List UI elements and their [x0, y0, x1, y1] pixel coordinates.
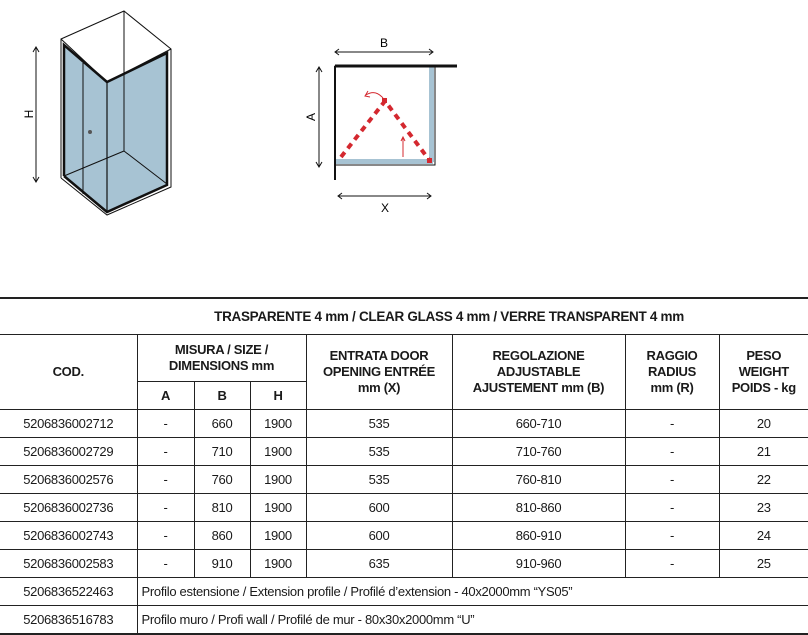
accessory-row: 5206836522463 Profilo estensione / Extens…: [0, 577, 808, 606]
cell-description: Profilo muro / Profi wall / Profilé de m…: [136, 605, 808, 635]
cell-a: -: [136, 549, 195, 578]
cell-raggio: -: [624, 521, 720, 550]
shower-enclosure-drawing: H: [22, 10, 172, 216]
cell-h: 1900: [249, 549, 307, 578]
cell-h: 1900: [249, 437, 307, 466]
cell-cod: 5206836002736: [0, 493, 138, 522]
header-cod: COD.: [0, 334, 138, 410]
cell-b: 760: [193, 465, 251, 494]
cell-a: -: [136, 521, 195, 550]
cell-raggio: -: [624, 437, 720, 466]
table-row: 5206836002712-660 1900 535 660-710-20: [0, 409, 808, 438]
cell-regolazione: 860-910: [451, 521, 626, 550]
cell-cod: 5206836002583: [0, 549, 138, 578]
cell-a: -: [136, 437, 195, 466]
table-row: 5206836002743-860 1900 600 860-910-24: [0, 521, 808, 550]
table-row: 5206836002576-760 1900 535 760-810-22: [0, 465, 808, 494]
cell-regolazione: 760-810: [451, 465, 626, 494]
cell-cod: 5206836522463: [0, 577, 138, 606]
handle-icon: [88, 130, 92, 134]
cell-peso: 24: [718, 521, 808, 550]
cell-raggio: -: [624, 465, 720, 494]
plan-view-drawing: B A X: [304, 36, 457, 215]
cell-b: 710: [193, 437, 251, 466]
cell-cod: 5206836002712: [0, 409, 138, 438]
cell-h: 1900: [249, 493, 307, 522]
cell-cod: 5206836002729: [0, 437, 138, 466]
rotation-arrow-icon: [365, 92, 384, 99]
cell-peso: 25: [718, 549, 808, 578]
cell-peso: 22: [718, 465, 808, 494]
cell-entrata: 535: [305, 437, 453, 466]
dimension-label-x: X: [381, 201, 389, 215]
cell-entrata: 535: [305, 409, 453, 438]
table-row: 5206836002736-810 1900 600 810-860-23: [0, 493, 808, 522]
cell-b: 810: [193, 493, 251, 522]
cell-entrata: 535: [305, 465, 453, 494]
accessory-row: 5206836516783 Profilo muro / Profi wall /…: [0, 605, 808, 635]
table-row: 5206836002583-910 1900 635 910-960-25: [0, 549, 808, 578]
cell-raggio: -: [624, 409, 720, 438]
cell-raggio: -: [624, 493, 720, 522]
cell-b: 860: [193, 521, 251, 550]
header-a: A: [137, 381, 195, 410]
door-swing-path: [339, 97, 432, 163]
dimension-label-b: B: [380, 36, 388, 50]
header-entrata: ENTRATA DOOR OPENING ENTRÉE mm (X): [305, 334, 453, 410]
cell-a: -: [136, 465, 195, 494]
cell-cod: 5206836516783: [0, 605, 138, 635]
diagrams: H B A X: [22, 10, 457, 216]
table-row: 5206836002729-710 1900 535 710-760-21: [0, 437, 808, 466]
cell-b: 660: [193, 409, 251, 438]
table-title: TRASPARENTE 4 mm / CLEAR GLASS 4 mm / VE…: [0, 297, 808, 335]
cell-regolazione: 910-960: [451, 549, 626, 578]
cell-h: 1900: [249, 465, 307, 494]
cell-peso: 20: [718, 409, 808, 438]
cell-peso: 21: [718, 437, 808, 466]
header-peso: PESO WEIGHT POIDS - kg: [718, 334, 808, 410]
cell-a: -: [136, 409, 195, 438]
cell-regolazione: 710-760: [451, 437, 626, 466]
cell-b: 910: [193, 549, 251, 578]
dimension-label-h: H: [22, 110, 36, 119]
cell-description: Profilo estensione / Extension profile /…: [136, 577, 808, 606]
cell-regolazione: 810-860: [451, 493, 626, 522]
cell-h: 1900: [249, 521, 307, 550]
cell-h: 1900: [249, 409, 307, 438]
header-b: B: [193, 381, 251, 410]
cell-peso: 23: [718, 493, 808, 522]
dimension-label-a: A: [304, 113, 318, 121]
header-h: H: [249, 381, 306, 410]
cell-a: -: [136, 493, 195, 522]
header-size: MISURA / SIZE / DIMENSIONS mm: [136, 334, 307, 382]
cell-regolazione: 660-710: [451, 409, 626, 438]
cell-cod: 5206836002743: [0, 521, 138, 550]
product-spec-table: TRASPARENTE 4 mm / CLEAR GLASS 4 mm / VE…: [0, 297, 808, 635]
header-raggio: RAGGIO RADIUS mm (R): [624, 334, 720, 410]
cell-raggio: -: [624, 549, 720, 578]
header-regolazione: REGOLAZIONE ADJUSTABLE AJUSTEMENT mm (B): [451, 334, 626, 410]
cell-entrata: 600: [305, 521, 453, 550]
cell-cod: 5206836002576: [0, 465, 138, 494]
cell-entrata: 635: [305, 549, 453, 578]
cell-entrata: 600: [305, 493, 453, 522]
